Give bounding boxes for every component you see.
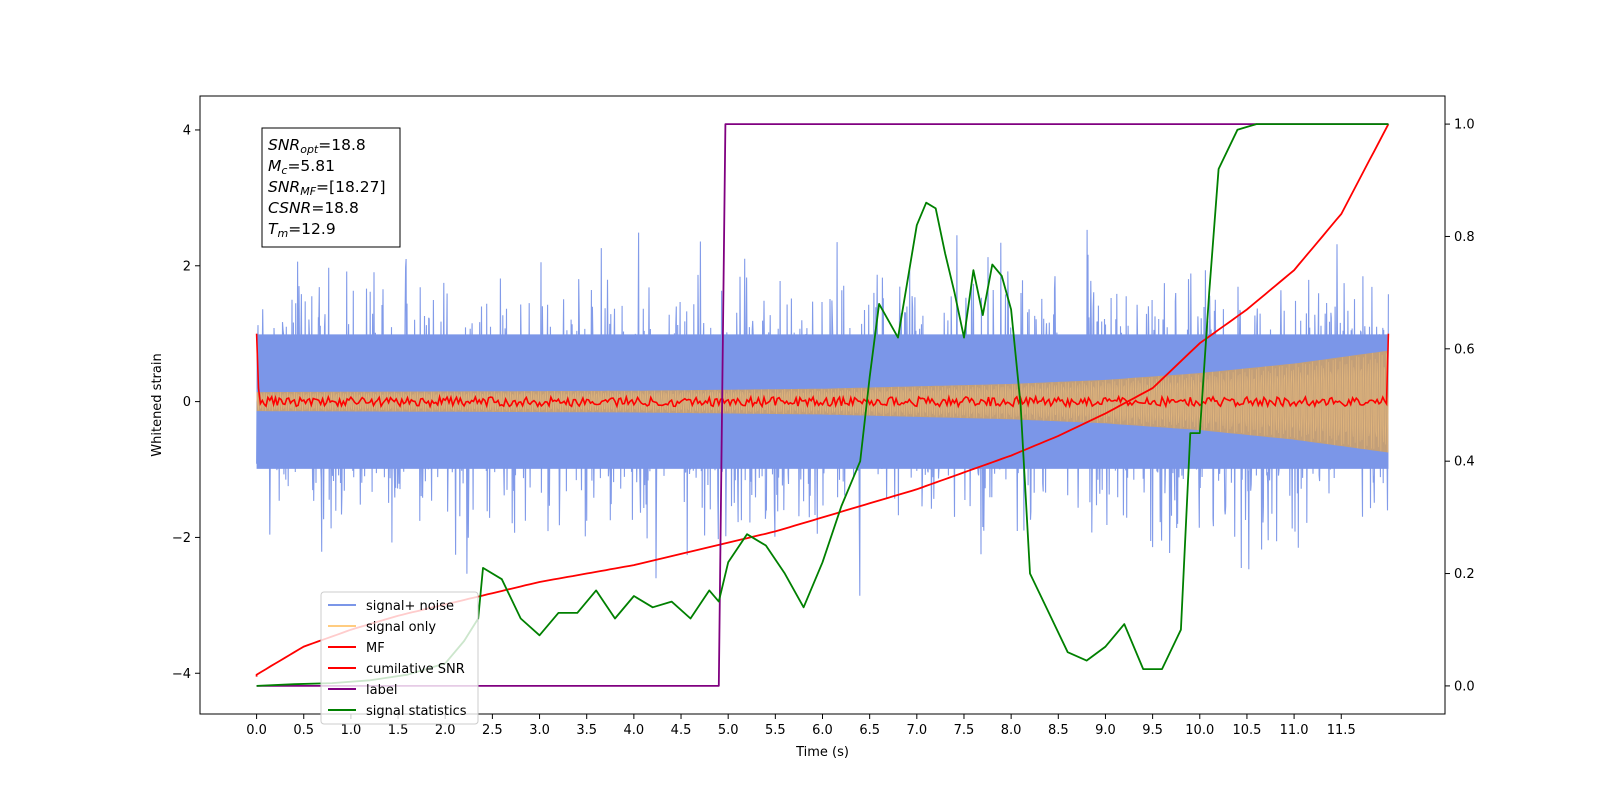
x-tick-label: 9.5 bbox=[1142, 723, 1163, 738]
x-tick-label: 10.0 bbox=[1185, 723, 1214, 738]
x-tick-label: 4.5 bbox=[671, 723, 692, 738]
x-tick-label: 11.0 bbox=[1280, 723, 1309, 738]
annotation-line: SNRMF=[18.27] bbox=[268, 178, 386, 198]
x-tick-label: 7.5 bbox=[954, 723, 975, 738]
x-tick-label: 8.5 bbox=[1048, 723, 1069, 738]
x-tick-label: 0.5 bbox=[293, 723, 314, 738]
y2-tick-label: 0.6 bbox=[1454, 342, 1475, 357]
x-tick-label: 7.0 bbox=[906, 723, 927, 738]
legend-label: label bbox=[366, 683, 397, 698]
x-tick-label: 10.5 bbox=[1232, 723, 1261, 738]
y-tick-label: −2 bbox=[172, 531, 191, 546]
y2-tick-label: 0.8 bbox=[1454, 230, 1475, 245]
tick-layer: 0.0 0.5 1.0 1.5 2.0 2.5 3.0 3.5 4.0 4.5 5.0 5.5 6.0 6… bbox=[172, 118, 1475, 738]
x-tick-label: 11.5 bbox=[1327, 723, 1356, 738]
annotation-line: SNRopt=18.8 bbox=[268, 136, 366, 156]
x-tick-label: 2.5 bbox=[482, 723, 503, 738]
y2-tick-label: 0.0 bbox=[1454, 679, 1475, 694]
y-tick-label: 2 bbox=[183, 259, 191, 274]
x-tick-label: 5.0 bbox=[718, 723, 739, 738]
annotation-line: Mc=5.81 bbox=[268, 157, 335, 177]
x-tick-label: 8.0 bbox=[1001, 723, 1022, 738]
x-tick-label: 0.0 bbox=[246, 723, 267, 738]
y2-tick-label: 0.4 bbox=[1454, 455, 1475, 470]
x-tick-label: 6.0 bbox=[812, 723, 833, 738]
mf-line bbox=[255, 333, 1390, 409]
y2-tick-label: 0.2 bbox=[1454, 567, 1475, 582]
legend-label: signal statistics bbox=[366, 704, 467, 719]
annotation-line: Tm=12.9 bbox=[268, 220, 336, 240]
x-tick-label: 6.5 bbox=[859, 723, 880, 738]
label-line bbox=[256, 123, 1389, 687]
x-tick-label: 1.0 bbox=[341, 723, 362, 738]
y-tick-label: −4 bbox=[172, 667, 191, 682]
legend-frame bbox=[320, 591, 479, 725]
y-axis-label: Whitened strain bbox=[150, 353, 165, 456]
x-tick-label: 1.5 bbox=[388, 723, 409, 738]
annotation-line: CSNR=18.8 bbox=[268, 199, 359, 217]
x-tick-label: 9.0 bbox=[1095, 723, 1116, 738]
x-tick-label: 3.5 bbox=[576, 723, 597, 738]
annotation-frame bbox=[261, 127, 401, 248]
y2-tick-label: 1.0 bbox=[1454, 118, 1475, 133]
legend-label: signal only bbox=[366, 620, 436, 635]
annotation-box: SNRopt=18.8Mc=5.81SNRMF=[18.27]CSNR=18.8… bbox=[261, 127, 401, 248]
x-axis-label: Time (s) bbox=[795, 745, 849, 760]
y-tick-label: 0 bbox=[183, 395, 191, 410]
legend-label: signal+ noise bbox=[366, 599, 454, 614]
x-tick-label: 2.0 bbox=[435, 723, 456, 738]
x-tick-label: 5.5 bbox=[765, 723, 786, 738]
legend-label: MF bbox=[366, 641, 385, 656]
legend: signal+ noise signal only MF cumilative SNR… bbox=[320, 591, 479, 725]
x-tick-label: 4.0 bbox=[624, 723, 645, 738]
legend-label: cumilative SNR bbox=[366, 662, 465, 677]
y-tick-label: 4 bbox=[183, 123, 191, 138]
x-tick-label: 3.0 bbox=[529, 723, 550, 738]
signal-statistics-line bbox=[256, 123, 1389, 687]
